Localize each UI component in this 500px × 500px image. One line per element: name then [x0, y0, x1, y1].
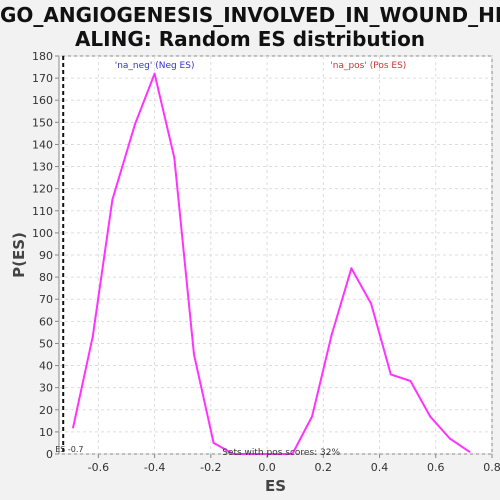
y-axis-ticks: 0 10 20 30 40 50 60 70 80 90 100 110 120 130 140 150 160… — [32, 50, 59, 461]
y-tick-label: 50 — [39, 337, 53, 350]
es-marker: ES -0.7 — [55, 56, 84, 454]
y-tick-label: 180 — [32, 50, 53, 63]
y-tick-label: 20 — [39, 404, 53, 417]
data-point — [173, 156, 176, 159]
data-point — [409, 380, 412, 383]
x-tick-label: 0.8 — [483, 461, 500, 474]
data-point — [153, 72, 156, 75]
data-point — [212, 441, 215, 444]
y-tick-label: 90 — [39, 249, 53, 262]
y-tick-label: 70 — [39, 293, 53, 306]
y-tick-label: 80 — [39, 271, 53, 284]
data-point — [468, 450, 471, 453]
data-point — [232, 453, 235, 455]
data-point — [133, 123, 136, 126]
y-tick-label: 100 — [32, 227, 53, 240]
data-point — [192, 353, 195, 356]
annotation-label: Sets with pos scores: 32% — [222, 448, 340, 458]
x-tick-label: 0.4 — [371, 461, 389, 474]
data-point — [389, 373, 392, 376]
data-point — [91, 335, 94, 338]
chart-title-line-1: GO_ANGIOGENESIS_INVOLVED_IN_WOUND_HE — [0, 3, 500, 27]
annotations: 'na_neg' (Neg ES) 'na_pos' (Pos ES) Sets w… — [115, 61, 407, 458]
data-point — [271, 453, 274, 455]
y-tick-label: 130 — [32, 161, 53, 174]
data-point — [330, 333, 333, 336]
y-tick-label: 40 — [39, 360, 53, 373]
y-axis-label: P(ES) — [10, 232, 28, 278]
x-tick-label: -0.6 — [88, 461, 109, 474]
data-point — [111, 198, 114, 201]
x-axis-label: ES — [265, 477, 286, 495]
x-tick-label: 0.2 — [315, 461, 333, 474]
y-tick-label: 160 — [32, 94, 53, 107]
y-tick-label: 60 — [39, 315, 53, 328]
y-tick-label: 10 — [39, 426, 53, 439]
x-tick-label: 0.6 — [427, 461, 445, 474]
y-tick-label: 170 — [32, 72, 53, 85]
data-point — [370, 302, 373, 305]
y-tick-label: 140 — [32, 138, 53, 151]
es-marker-label: ES -0.7 — [55, 445, 83, 454]
x-tick-label: 0.0 — [258, 461, 276, 474]
data-point — [72, 426, 75, 429]
data-point — [429, 415, 432, 418]
y-tick-label: 30 — [39, 382, 53, 395]
series-group — [72, 72, 471, 455]
y-tick-label: 150 — [32, 116, 53, 129]
grid-lines — [59, 55, 493, 455]
data-point — [448, 437, 451, 440]
x-tick-label: -0.4 — [144, 461, 165, 474]
data-point — [291, 453, 294, 455]
annotation-label: 'na_neg' (Neg ES) — [115, 61, 195, 71]
y-tick-label: 120 — [32, 183, 53, 196]
annotation-label: 'na_pos' (Pos ES) — [330, 61, 406, 71]
chart-title-line-2: ALING: Random ES distribution — [74, 27, 426, 51]
data-point — [311, 415, 314, 418]
x-axis-ticks: -0.6 -0.4 -0.2 0.0 0.2 0.4 0.6 0.8 — [88, 454, 500, 474]
data-point — [252, 453, 255, 455]
y-tick-label: 0 — [46, 448, 53, 461]
y-tick-label: 110 — [32, 205, 53, 218]
x-tick-label: -0.2 — [200, 461, 221, 474]
data-point — [350, 267, 353, 270]
